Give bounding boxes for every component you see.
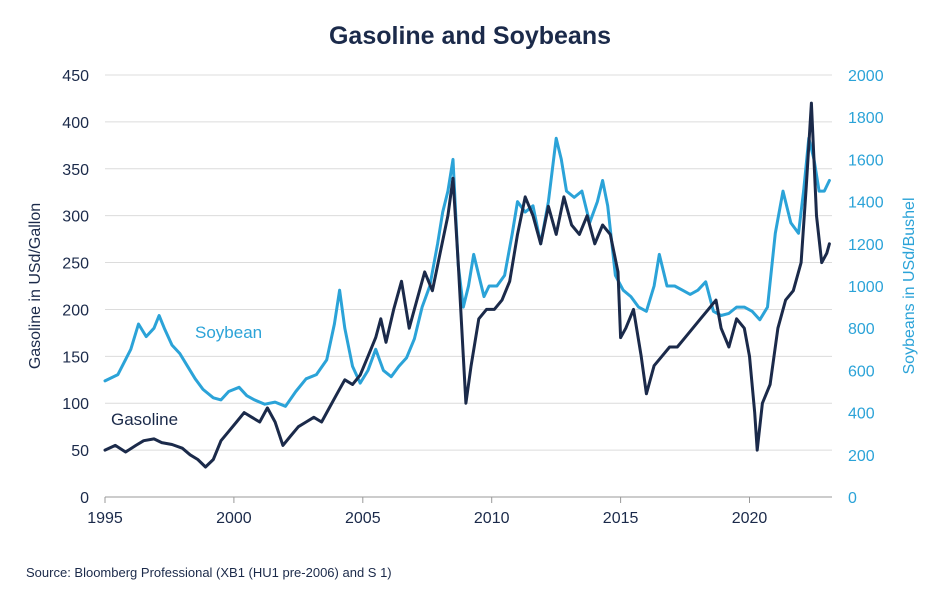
source-note: Source: Bloomberg Professional (XB1 (HU1… xyxy=(26,565,392,580)
x-tick-label: 2010 xyxy=(474,510,510,527)
right-tick-label: 1000 xyxy=(848,279,884,296)
right-tick-label: 0 xyxy=(848,490,857,507)
left-tick-label: 150 xyxy=(62,349,89,366)
right-tick-label: 600 xyxy=(848,363,875,380)
left-tick-label: 200 xyxy=(62,302,89,319)
left-tick-label: 0 xyxy=(80,490,89,507)
chart-title: Gasoline and Soybeans xyxy=(328,22,612,50)
left-axis-label: Gasoline in USd/Gallon xyxy=(27,203,44,369)
right-tick-label: 1600 xyxy=(848,152,884,169)
left-tick-label: 300 xyxy=(62,209,89,226)
x-tick-label: 2005 xyxy=(345,510,381,527)
x-axis-ticks: 1995 2000 2005 2010 2015 2020 xyxy=(87,496,832,527)
right-tick-label: 400 xyxy=(848,406,875,423)
left-tick-label: 400 xyxy=(62,115,89,132)
soybean-series-label: Soybean xyxy=(195,323,262,342)
x-tick-label: 1995 xyxy=(87,510,123,527)
right-tick-label: 1200 xyxy=(848,237,884,254)
right-axis-label: Soybeans in USd/Bushel xyxy=(901,198,918,375)
right-tick-label: 200 xyxy=(848,448,875,465)
series-lines xyxy=(103,101,831,469)
gridlines xyxy=(105,74,832,498)
x-tick-label: 2020 xyxy=(732,510,768,527)
right-tick-label: 1400 xyxy=(848,195,884,212)
left-tick-label: 250 xyxy=(62,256,89,273)
left-axis-ticks: 0 50 100 150 200 250 300 350 400 450 xyxy=(62,68,89,507)
right-axis-ticks: 0 200 400 600 800 1000 1200 1400 1600 1800 2000 xyxy=(848,68,884,507)
gasoline-line xyxy=(103,101,831,469)
right-tick-label: 1800 xyxy=(848,110,884,127)
x-tick-label: 2000 xyxy=(216,510,252,527)
x-tick-label: 2015 xyxy=(603,510,639,527)
right-tick-label: 800 xyxy=(848,321,875,338)
left-tick-label: 100 xyxy=(62,396,89,413)
left-tick-label: 50 xyxy=(71,443,89,460)
gasoline-series-label: Gasoline xyxy=(111,410,178,429)
right-tick-label: 2000 xyxy=(848,68,884,85)
soybean-line xyxy=(103,136,831,408)
left-tick-label: 450 xyxy=(62,68,89,85)
left-tick-label: 350 xyxy=(62,162,89,179)
